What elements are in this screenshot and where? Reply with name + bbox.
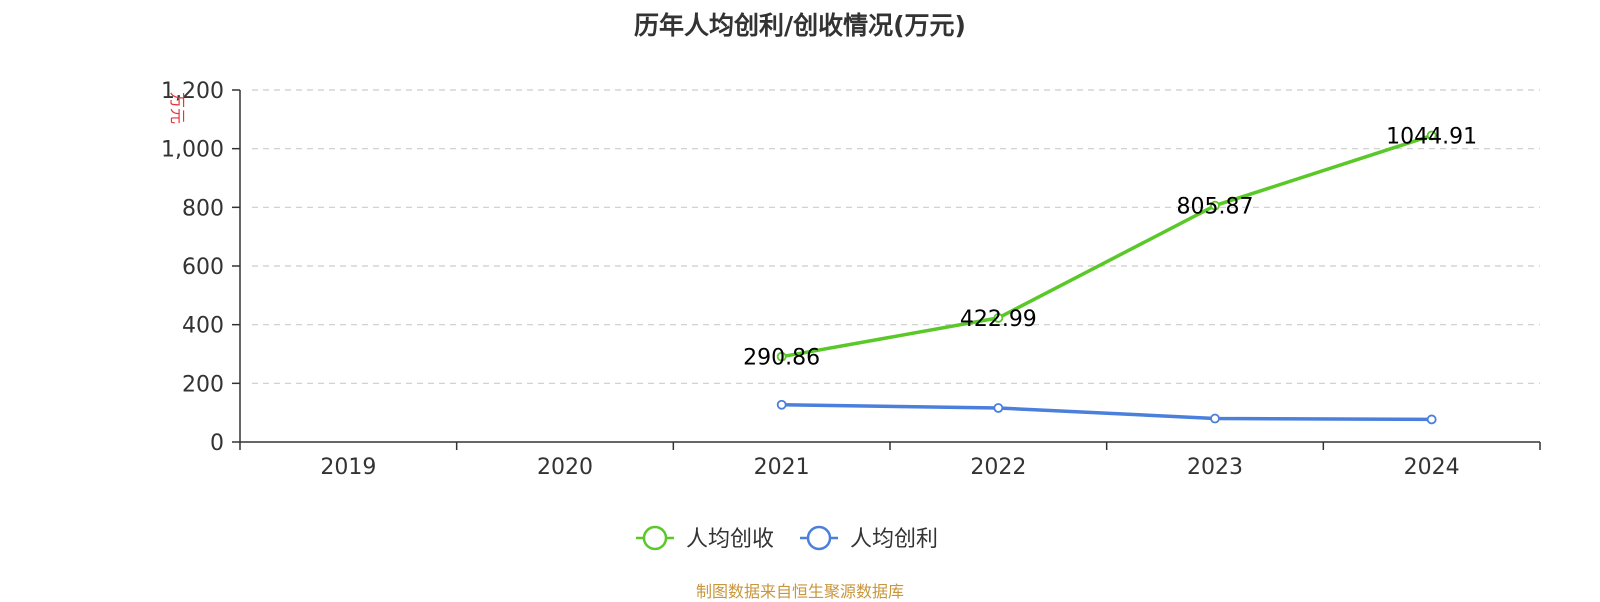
source-note: 制图数据来自恒生聚源数据库 (695, 582, 904, 601)
series-line (781, 402, 1432, 422)
y-tick-label: 0 (210, 431, 224, 456)
label-layer: 290.86 422.99 805.87 1044.91 (743, 124, 1477, 370)
data-point (993, 313, 1004, 323)
legend[interactable]: 人均创收 人均创利 (636, 525, 938, 552)
data-point (776, 399, 787, 410)
data-point (776, 351, 787, 362)
chart-title: 历年人均创利/创收情况(万元) (634, 11, 966, 40)
x-tick-label: 2019 (320, 455, 376, 480)
legend-marker-icon (806, 525, 832, 551)
data-point (1210, 200, 1220, 211)
data-label: 422.99 (960, 307, 1037, 332)
y-tick-label: 400 (182, 314, 224, 339)
grid-layer (252, 89, 1540, 384)
y-tick-label: 200 (182, 372, 224, 397)
data-point (1210, 413, 1220, 424)
legend-item[interactable]: 人均创收 (636, 525, 774, 552)
data-point (1426, 414, 1437, 425)
legend-label: 人均创收 (686, 527, 774, 552)
legend-item[interactable]: 人均创利 (800, 525, 938, 552)
series-line (781, 133, 1433, 359)
series-layer (776, 130, 1437, 425)
y-axis-unit: 万元 (168, 92, 187, 124)
x-tick-label: 2020 (537, 455, 593, 480)
x-tick-label: 2022 (970, 455, 1026, 480)
legend-label: 人均创利 (850, 527, 938, 552)
y-tick-label: 600 (182, 255, 224, 280)
x-tick-label: 2021 (754, 455, 810, 480)
legend-marker-icon (642, 525, 668, 551)
data-point (993, 403, 1004, 413)
data-label: 290.86 (743, 346, 820, 371)
y-tick-label: 1,000 (161, 138, 224, 163)
y-tick-label: 1,200 (161, 79, 224, 104)
data-label: 805.87 (1177, 195, 1254, 220)
data-label: 1044.91 (1386, 124, 1477, 149)
data-point (1426, 130, 1437, 141)
x-tick-label: 2024 (1404, 455, 1460, 480)
y-tick-label: 800 (182, 196, 224, 221)
x-tick-label: 2023 (1187, 455, 1243, 480)
